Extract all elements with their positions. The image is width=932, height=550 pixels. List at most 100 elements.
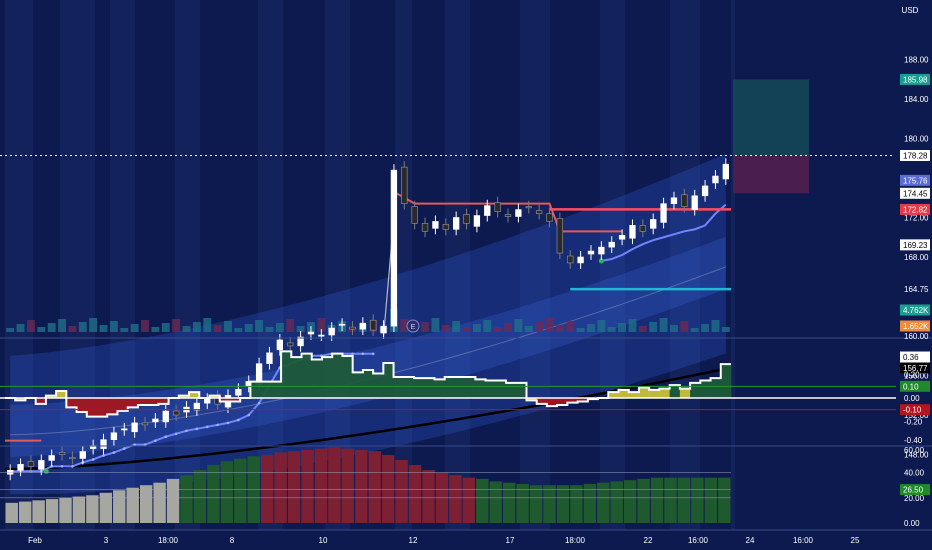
trailing-stop-dot bbox=[174, 432, 178, 436]
candle[interactable] bbox=[401, 161, 408, 210]
candle[interactable] bbox=[546, 207, 553, 228]
earnings-marker[interactable]: E bbox=[406, 319, 420, 333]
candle[interactable] bbox=[79, 445, 86, 465]
volume-bar bbox=[172, 319, 181, 332]
profit-zone[interactable] bbox=[733, 79, 809, 156]
candle[interactable] bbox=[121, 422, 128, 436]
candle[interactable] bbox=[660, 197, 667, 229]
candle[interactable] bbox=[266, 346, 273, 370]
candle[interactable] bbox=[670, 191, 678, 210]
oscillator-bar bbox=[424, 378, 435, 398]
price-badge[interactable] bbox=[900, 149, 930, 161]
oscillator-bar bbox=[158, 398, 169, 404]
oscillator-bar bbox=[679, 388, 691, 398]
target-box[interactable] bbox=[733, 79, 809, 194]
candle[interactable] bbox=[442, 218, 449, 236]
candle[interactable] bbox=[484, 199, 491, 222]
candle[interactable] bbox=[380, 320, 387, 339]
candle[interactable] bbox=[100, 433, 107, 455]
price-axis[interactable]: 188.00184.00180.00176.00172.00168.00164.… bbox=[900, 56, 930, 529]
candle[interactable] bbox=[556, 212, 564, 259]
volume-bar bbox=[566, 321, 575, 332]
candle[interactable] bbox=[318, 329, 325, 341]
candle[interactable] bbox=[287, 336, 294, 352]
candle[interactable] bbox=[504, 208, 512, 223]
candle[interactable] bbox=[411, 200, 418, 230]
candle[interactable] bbox=[27, 455, 35, 473]
candle[interactable] bbox=[421, 217, 429, 238]
candle[interactable] bbox=[567, 250, 574, 269]
time-tick: 24 bbox=[746, 536, 755, 545]
candle[interactable] bbox=[390, 164, 398, 333]
candle[interactable] bbox=[535, 204, 543, 220]
volume-bar bbox=[618, 323, 627, 332]
candle[interactable] bbox=[297, 331, 304, 352]
candle[interactable] bbox=[525, 200, 532, 214]
candle[interactable] bbox=[587, 245, 595, 260]
candle[interactable] bbox=[370, 314, 377, 336]
time-tick: 10 bbox=[319, 536, 328, 545]
candle[interactable] bbox=[650, 213, 657, 235]
candle[interactable] bbox=[131, 416, 138, 438]
candle[interactable] bbox=[494, 196, 501, 218]
candle[interactable] bbox=[639, 219, 646, 238]
candle[interactable] bbox=[38, 454, 45, 476]
candle[interactable] bbox=[204, 393, 211, 410]
volume-bar bbox=[58, 319, 66, 332]
strength-bar bbox=[193, 470, 207, 523]
oscillator-badge[interactable] bbox=[900, 404, 930, 416]
candle[interactable] bbox=[577, 251, 584, 269]
price-badge[interactable] bbox=[900, 304, 930, 316]
price-badge[interactable] bbox=[900, 187, 930, 199]
candle[interactable] bbox=[7, 464, 14, 481]
oscillator-pane[interactable] bbox=[0, 350, 896, 418]
candle[interactable] bbox=[681, 188, 688, 213]
price-badge[interactable] bbox=[900, 239, 930, 251]
trailing-stop-dot bbox=[185, 429, 188, 433]
strength-bar bbox=[664, 477, 677, 523]
candle[interactable] bbox=[598, 241, 605, 260]
candle[interactable] bbox=[608, 236, 615, 254]
strength-bar bbox=[207, 465, 220, 523]
candle[interactable] bbox=[515, 203, 522, 223]
candle[interactable] bbox=[432, 215, 439, 235]
price-badge[interactable] bbox=[900, 362, 930, 374]
candle[interactable] bbox=[58, 446, 66, 461]
candle[interactable] bbox=[48, 449, 55, 467]
strength-bar bbox=[502, 482, 516, 523]
candle[interactable] bbox=[629, 219, 636, 245]
candle[interactable] bbox=[141, 416, 149, 431]
candle[interactable] bbox=[17, 458, 24, 477]
candle[interactable] bbox=[691, 189, 698, 216]
candle[interactable] bbox=[453, 211, 460, 236]
time-axis[interactable]: Feb 3 18:00 8 10 12 17 18:00 22 16:00 24 16:00 25 bbox=[0, 529, 932, 545]
oscillator-badge[interactable] bbox=[900, 351, 930, 363]
oscillator-bar bbox=[219, 398, 231, 402]
candle[interactable] bbox=[338, 318, 346, 332]
candle[interactable] bbox=[701, 179, 709, 202]
candle[interactable] bbox=[712, 170, 719, 189]
price-badge[interactable] bbox=[900, 203, 930, 215]
candle[interactable] bbox=[172, 405, 180, 421]
candle[interactable] bbox=[722, 158, 729, 185]
price-badge[interactable] bbox=[900, 73, 930, 85]
strength-badge[interactable] bbox=[900, 484, 930, 496]
price-badge[interactable] bbox=[900, 320, 930, 332]
strength-pane[interactable] bbox=[0, 447, 731, 523]
candle[interactable] bbox=[162, 405, 169, 428]
time-tick: 17 bbox=[506, 536, 515, 545]
candle[interactable] bbox=[349, 321, 356, 336]
candles[interactable] bbox=[0, 158, 932, 481]
candle[interactable] bbox=[152, 413, 159, 428]
candle[interactable] bbox=[110, 426, 118, 446]
candle[interactable] bbox=[359, 317, 366, 336]
candle[interactable] bbox=[473, 209, 481, 233]
oscillator-badge[interactable] bbox=[900, 380, 930, 392]
loss-zone[interactable] bbox=[733, 155, 809, 194]
strength-bar bbox=[623, 480, 637, 523]
price-badge[interactable] bbox=[900, 174, 930, 186]
candle[interactable] bbox=[69, 451, 76, 465]
candle[interactable] bbox=[618, 229, 626, 246]
candle[interactable] bbox=[463, 208, 470, 230]
